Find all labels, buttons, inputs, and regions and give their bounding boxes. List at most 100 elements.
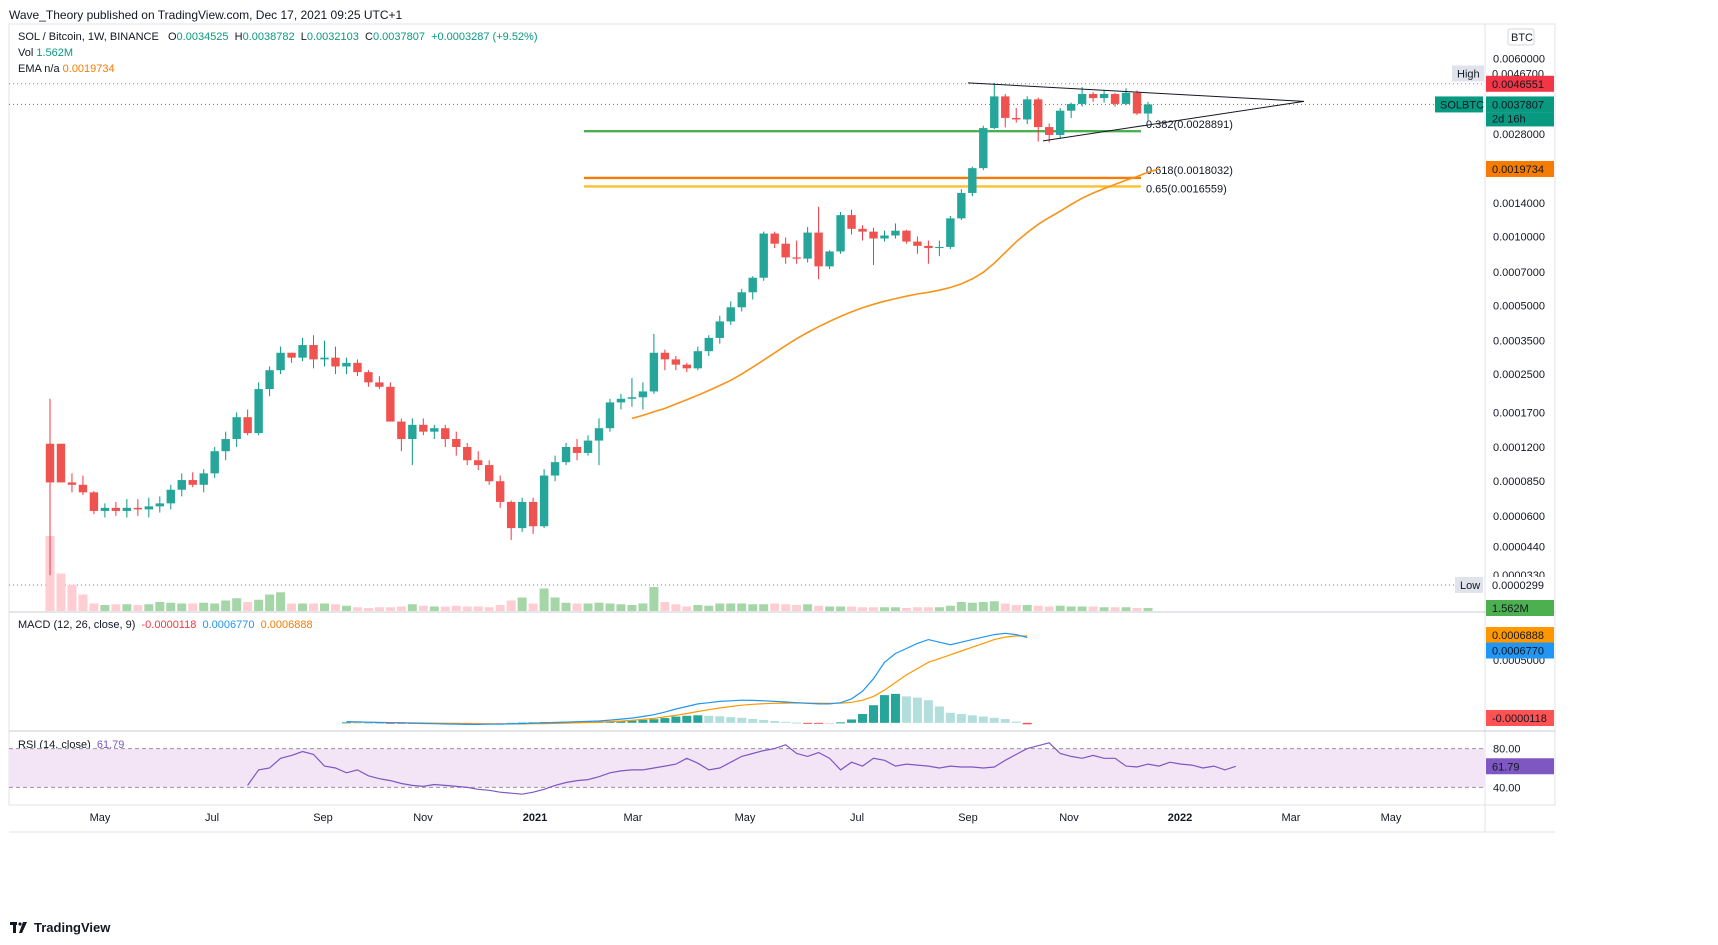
volume-bar (726, 603, 736, 611)
price-tick-label: 0.0000440 (1493, 542, 1545, 554)
volume-bar (374, 607, 384, 611)
volume-bar (1088, 606, 1098, 611)
candle-body (45, 443, 55, 483)
time-axis-label: May (735, 812, 756, 824)
time-axis-label: May (90, 812, 111, 824)
low-label: L (300, 31, 307, 43)
candle-body (1077, 93, 1087, 104)
candle-body (100, 507, 110, 511)
candle-body (331, 357, 340, 367)
volume-bar (879, 607, 889, 611)
volume-bar (352, 607, 362, 611)
volume-bar (385, 607, 395, 611)
volume-bar (978, 602, 988, 611)
volume-bar (429, 606, 439, 611)
candle-body (627, 397, 637, 399)
volume-bar (528, 603, 538, 611)
macd-histogram-bar (704, 715, 714, 723)
volume-bar (1121, 607, 1131, 611)
time-axis-label: Nov (413, 812, 433, 824)
candle-body (704, 337, 713, 352)
macd-histogram-bar (363, 722, 373, 724)
volume-bar (945, 605, 955, 611)
macd-histogram-bar (945, 712, 955, 723)
volume-bar (506, 600, 516, 611)
symbol-legend: SOL / Bitcoin, 1W, BINANCE O0.0034525 H0… (18, 31, 538, 43)
volume-bar (440, 606, 450, 611)
last-price-tag: 0.0037807 (1492, 99, 1544, 111)
volume-bar (309, 603, 319, 611)
ema-legend[interactable]: EMA n/a 0.0019734 (18, 63, 115, 75)
rsi-legend[interactable]: RSI (14, close) 61.79 (18, 739, 124, 751)
candle-body (770, 233, 779, 244)
candle-body (232, 417, 241, 440)
volume-bar (561, 602, 571, 611)
high-label: High (1457, 68, 1480, 80)
volume-bar (814, 605, 824, 611)
close-value: 0.0037807 (372, 31, 425, 43)
volume-bar (671, 604, 681, 611)
macd-histogram-bar (385, 722, 395, 724)
candle-body (539, 475, 549, 527)
macd-histogram-bar (956, 714, 966, 723)
tradingview-logo-icon (10, 921, 27, 933)
volume-bar (462, 606, 472, 611)
volume-bar (1066, 606, 1076, 611)
macd-histogram-bar (825, 722, 835, 724)
volume-legend[interactable]: Vol 1.562M (18, 47, 73, 59)
candle-body (561, 446, 571, 463)
volume-bar (967, 602, 977, 611)
volume-bar (1110, 607, 1120, 611)
macd-histogram-bar (748, 718, 758, 723)
open-value: 0.0034525 (176, 31, 229, 43)
macd-hist-tag-bg (1486, 710, 1554, 726)
volume-label: Vol (18, 47, 34, 59)
volume-bar (1077, 606, 1087, 611)
volume-bar (583, 603, 593, 611)
volume-bar (166, 602, 176, 611)
symbol-tag-bg (1435, 96, 1483, 113)
volume-bar (792, 605, 802, 611)
volume-bar (759, 604, 769, 611)
candle-body (847, 215, 856, 229)
candle-body (671, 359, 681, 365)
time-axis-label: Mar (1282, 812, 1301, 824)
price-tick-label: 0.0002500 (1493, 369, 1545, 381)
candle-body (1055, 110, 1065, 135)
macd-histogram-bar (627, 720, 637, 723)
volume-bar (847, 606, 857, 611)
macd-legend[interactable]: MACD (12, 26, close, 9) -0.0000118 0.000… (18, 619, 313, 631)
candle-body (693, 351, 703, 369)
volume-bar (869, 607, 878, 611)
symbol-name[interactable]: SOL / Bitcoin, 1W, BINANCE (18, 31, 159, 43)
volume-bar (649, 587, 659, 611)
macd-histogram-bar (638, 719, 648, 723)
volume-bar (407, 604, 417, 611)
candle-body (298, 345, 307, 358)
volume-bar (1055, 605, 1065, 611)
candle-body (1044, 127, 1054, 135)
volume-bar (188, 603, 198, 611)
volume-bar (517, 597, 527, 611)
candle-body (166, 489, 175, 504)
volume-bar (243, 602, 253, 611)
volume-bar (89, 603, 99, 611)
volume-bar (221, 600, 231, 611)
volume-bar (484, 607, 494, 611)
volume-bar (1099, 607, 1109, 611)
candle-body (957, 192, 966, 219)
candle-body (1110, 93, 1120, 104)
macd-histogram-bar (682, 715, 692, 723)
volume-bar (627, 605, 637, 611)
volume-bar (1132, 608, 1142, 611)
macd-histogram-bar (341, 722, 351, 724)
candle-body (726, 307, 735, 322)
candle-body (990, 96, 999, 129)
candle-body (858, 228, 867, 232)
macd-histogram-bar (759, 719, 769, 723)
macd-histogram-bar (923, 700, 933, 723)
candle-body (452, 439, 461, 447)
price-tick-label: 0.0001700 (1493, 407, 1545, 419)
macd-histogram-bar (737, 717, 747, 723)
